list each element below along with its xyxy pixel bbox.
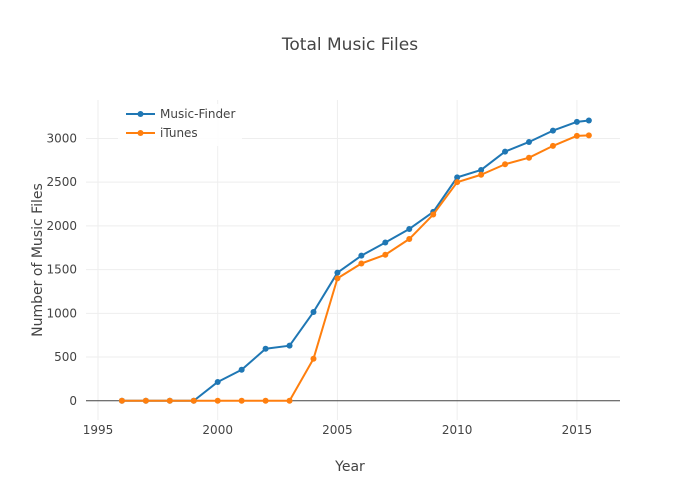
- data-point[interactable]: [286, 342, 293, 349]
- series-line: [121, 134, 589, 402]
- y-tick-label: 0: [69, 394, 77, 408]
- y-tick-label: 2000: [46, 219, 77, 233]
- data-point[interactable]: [382, 251, 389, 258]
- data-point[interactable]: [142, 397, 149, 404]
- x-axis-ticks: 1995 2000 2005 2010 2015: [83, 423, 592, 437]
- legend-background: [118, 104, 242, 146]
- grid-lines: [86, 100, 620, 420]
- data-point[interactable]: [190, 397, 197, 404]
- series-itunes: [118, 132, 592, 404]
- data-point[interactable]: [238, 397, 245, 404]
- data-point[interactable]: [549, 127, 556, 134]
- data-point[interactable]: [382, 239, 389, 246]
- data-point[interactable]: [118, 397, 125, 404]
- legend-swatch-marker: [137, 130, 144, 136]
- data-point[interactable]: [214, 397, 221, 404]
- y-tick-label: 2500: [46, 175, 77, 189]
- y-tick-label: 3000: [46, 131, 77, 145]
- data-point[interactable]: [573, 132, 580, 139]
- y-axis-ticks: 0 500 1000 1500 2000 2500 3000: [46, 131, 77, 407]
- legend-item[interactable]: iTunes: [126, 126, 198, 140]
- series-layer: [118, 117, 592, 404]
- x-tick-label: 2015: [562, 423, 593, 437]
- data-point[interactable]: [502, 148, 509, 155]
- data-point[interactable]: [549, 142, 556, 149]
- data-point[interactable]: [286, 397, 293, 404]
- data-point[interactable]: [585, 117, 592, 124]
- x-tick-label: 2005: [322, 423, 353, 437]
- x-axis-title: Year: [334, 459, 365, 475]
- data-point[interactable]: [166, 397, 173, 404]
- data-point[interactable]: [334, 269, 341, 276]
- data-point[interactable]: [454, 174, 461, 181]
- x-tick-label: 2010: [442, 423, 473, 437]
- data-point[interactable]: [262, 345, 269, 352]
- legend-label: iTunes: [160, 126, 198, 140]
- legend-item[interactable]: Music-Finder: [126, 107, 235, 121]
- data-point[interactable]: [478, 166, 485, 173]
- data-point[interactable]: [262, 397, 269, 404]
- series-line: [121, 119, 589, 402]
- data-point[interactable]: [334, 275, 341, 282]
- legend-label: Music-Finder: [160, 107, 235, 121]
- data-point[interactable]: [358, 260, 365, 267]
- data-point[interactable]: [310, 309, 317, 316]
- data-point[interactable]: [454, 179, 461, 186]
- data-point[interactable]: [430, 211, 437, 218]
- data-point[interactable]: [406, 236, 413, 243]
- data-point[interactable]: [526, 154, 533, 161]
- data-point[interactable]: [238, 366, 245, 373]
- y-axis-title: Number of Music Files: [30, 183, 46, 337]
- data-point[interactable]: [406, 225, 413, 232]
- legend[interactable]: Music-Finder iTunes: [118, 104, 242, 146]
- data-point[interactable]: [585, 132, 592, 139]
- y-tick-label: 500: [54, 350, 77, 364]
- data-point[interactable]: [573, 118, 580, 125]
- chart-title: Total Music Files: [281, 35, 418, 55]
- data-point[interactable]: [502, 161, 509, 168]
- x-tick-label: 2000: [202, 423, 233, 437]
- data-point[interactable]: [310, 355, 317, 362]
- data-point[interactable]: [526, 138, 533, 145]
- y-tick-label: 1500: [46, 263, 77, 277]
- data-point[interactable]: [478, 171, 485, 178]
- x-tick-label: 1995: [83, 423, 114, 437]
- legend-swatch-marker: [137, 111, 144, 117]
- data-point[interactable]: [214, 378, 221, 385]
- data-point[interactable]: [358, 252, 365, 259]
- y-tick-label: 1000: [46, 306, 77, 320]
